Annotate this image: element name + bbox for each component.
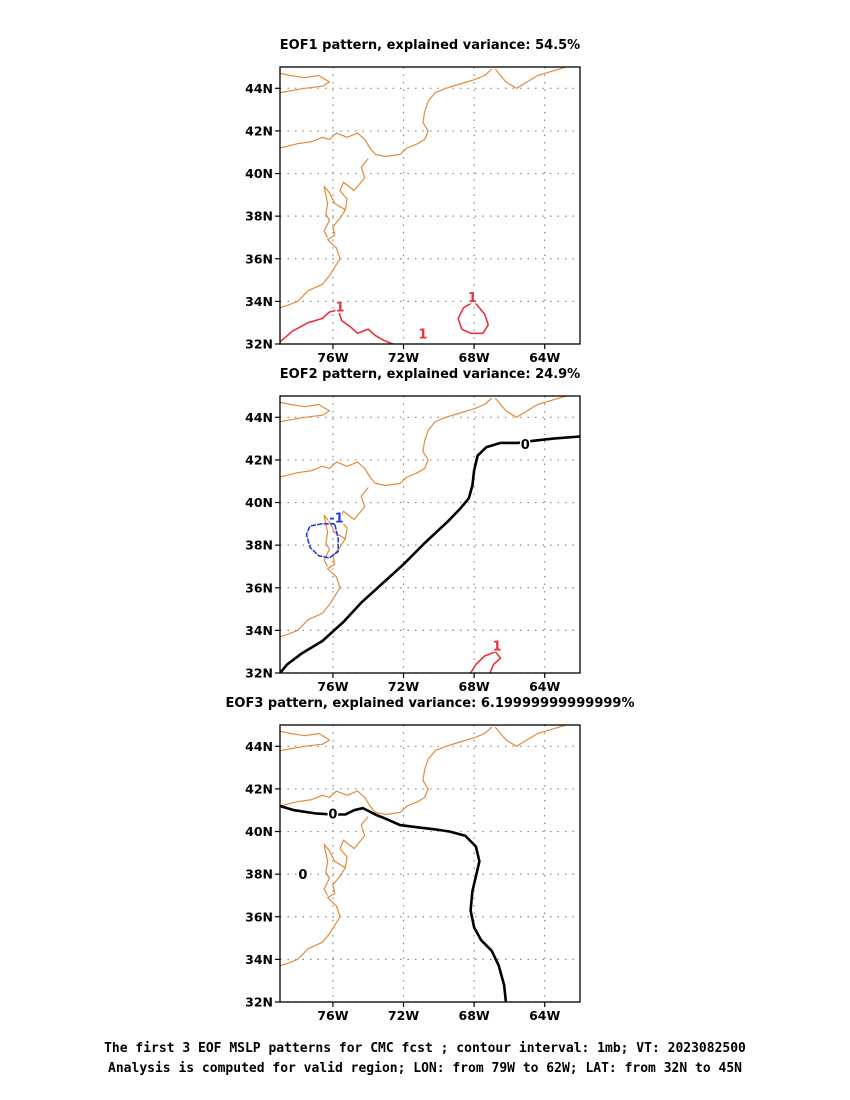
grid-lines [280,725,580,1003]
panel-title: EOF3 pattern, explained variance: 6.1999… [226,696,635,711]
caption-line-1: The first 3 EOF MSLP patterns for CMC fc… [104,1041,746,1056]
coastline-segment [323,185,346,238]
y-tick-label: 32N [245,337,273,352]
x-tick-label: 64W [529,350,560,365]
map-frame [279,724,581,1003]
y-tick-label: 42N [245,123,273,138]
y-tick-label: 44N [245,410,273,425]
contours [280,300,490,344]
coastline [280,396,568,638]
y-tick-label: 38N [245,867,273,882]
y-tick-label: 36N [245,580,273,595]
contour-positive [457,300,490,335]
x-tick-label: 72W [388,350,419,365]
x-tick-label: 68W [459,679,490,694]
eof-panel-3: EOF3 pattern, explained variance: 6.1999… [226,696,635,1023]
coastline-segment [280,816,369,967]
y-tick-label: 38N [245,209,273,224]
contour-label: -1 [329,511,343,526]
x-tick-label: 68W [459,1008,490,1023]
coastline-segment [280,68,493,158]
eof-panel-2: EOF2 pattern, explained variance: 24.9% 0… [245,367,581,694]
x-tick-label: 72W [388,1008,419,1023]
contour-label: 1 [335,301,344,316]
y-tick-label: 42N [245,781,273,796]
coastline-segment [280,730,330,752]
x-tick-label: 76W [317,350,348,365]
x-tick-label: 64W [529,1008,560,1023]
grid-lines [280,67,580,345]
x-tick-label: 64W [529,679,560,694]
y-tick-label: 40N [245,495,273,510]
y-tick-label: 32N [245,995,273,1010]
coastline-segment [280,397,493,487]
contour-label: 1 [468,291,477,306]
coastline-segment [280,72,330,94]
x-tick-label: 72W [388,679,419,694]
contour-label: 0 [521,438,530,453]
coastline [280,67,568,309]
contours [280,435,580,673]
grid-lines [280,396,580,674]
y-tick-label: 44N [245,739,273,754]
coastline [280,725,568,967]
coastline-segment [280,158,369,309]
contour-positive [280,309,394,344]
coastline-segment [494,396,568,418]
contour-positive [469,650,502,673]
y-tick-label: 32N [245,666,273,681]
x-tick-label: 68W [459,350,490,365]
map-frame [279,395,581,674]
y-tick-label: 40N [245,824,273,839]
y-tick-label: 36N [245,909,273,924]
coastline-segment [323,843,346,896]
y-tick-label: 38N [245,538,273,553]
panel-title: EOF2 pattern, explained variance: 24.9% [280,367,580,382]
coastline-segment [494,67,568,89]
contours [280,804,508,1002]
contour-zero [280,435,580,673]
x-tick-label: 76W [317,1008,348,1023]
contour-label: 1 [493,639,502,654]
contour-label: 1 [418,327,427,342]
contour-negative [305,522,340,559]
y-tick-label: 40N [245,166,273,181]
y-tick-label: 44N [245,81,273,96]
y-tick-label: 42N [245,452,273,467]
y-tick-label: 34N [245,294,273,309]
coastline-segment [280,401,330,423]
coastline-segment [280,487,369,638]
contour-zero [280,804,508,1002]
y-tick-label: 34N [245,623,273,638]
panel-title: EOF1 pattern, explained variance: 54.5% [280,38,580,53]
caption-line-2: Analysis is computed for valid region; L… [108,1061,742,1076]
y-tick-label: 36N [245,251,273,266]
contour-label: 0 [298,868,307,883]
map-frame [279,66,581,345]
contour-label: 0 [328,807,337,822]
coastline-segment [494,725,568,747]
eof-panel-1: EOF1 pattern, explained variance: 54.5% 1… [245,38,581,365]
y-tick-label: 34N [245,952,273,967]
x-tick-label: 76W [317,679,348,694]
coastline-segment [280,726,493,816]
